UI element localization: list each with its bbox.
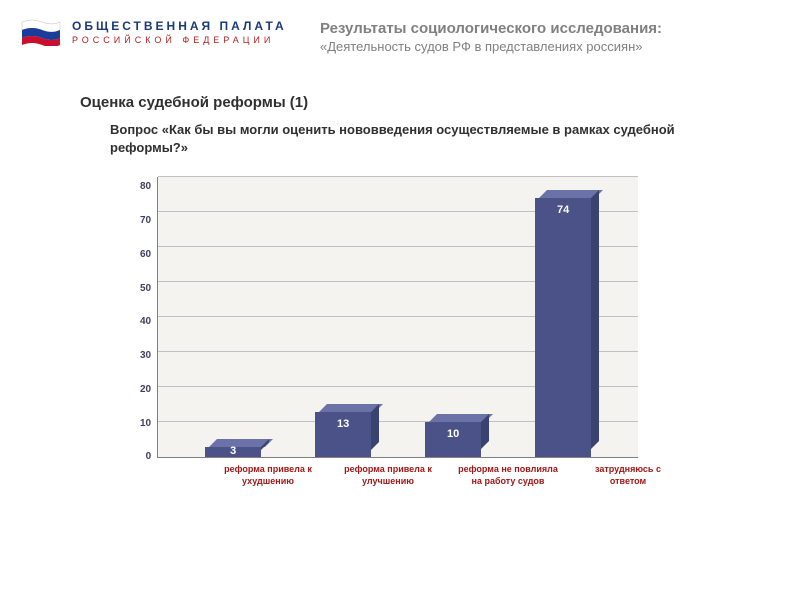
bar: 3 <box>205 447 261 458</box>
bar-value: 13 <box>315 418 371 430</box>
survey-question: Вопрос «Как бы вы могли оценить нововвед… <box>80 121 740 157</box>
x-label: реформа привела к ухудшению <box>218 464 318 487</box>
x-label: затрудняюсь с ответом <box>578 464 678 487</box>
y-tick: 60 <box>140 250 151 260</box>
y-tick: 40 <box>140 317 151 327</box>
page-subtitle: «Деятельность судов РФ в представлениях … <box>320 39 780 54</box>
x-axis: реформа привела к ухудшению реформа приве… <box>188 458 708 487</box>
y-tick: 70 <box>140 216 151 226</box>
y-tick: 50 <box>140 284 151 294</box>
bar-value: 74 <box>535 204 591 216</box>
plot-area: 3 13 10 74 <box>157 177 638 458</box>
bar: 74 <box>535 198 591 457</box>
bar-value: 10 <box>425 428 481 440</box>
section-title: Оценка судебной реформы (1) <box>80 94 740 111</box>
y-tick: 10 <box>140 419 151 429</box>
y-tick: 0 <box>140 452 151 462</box>
bar-column: 13 <box>303 177 383 457</box>
org-text: ОБЩЕСТВЕННАЯ ПАЛАТА РОССИЙСКОЙ ФЕДЕРАЦИИ <box>72 19 287 45</box>
chart: 80 70 60 50 40 30 20 10 0 3 13 10 74 реформа привел… <box>80 177 740 487</box>
x-label: реформа привела к улучшению <box>338 464 438 487</box>
content: Оценка судебной реформы (1) Вопрос «Как … <box>0 54 800 488</box>
bar: 13 <box>315 412 371 458</box>
page-title: Результаты социологического исследования… <box>320 20 780 37</box>
y-axis: 80706050403020100 <box>140 177 157 457</box>
org-subname: РОССИЙСКОЙ ФЕДЕРАЦИИ <box>72 35 287 45</box>
header: ОБЩЕСТВЕННАЯ ПАЛАТА РОССИЙСКОЙ ФЕДЕРАЦИИ… <box>0 0 800 54</box>
x-label: реформа не повлияла на работу судов <box>458 464 558 487</box>
org-name: ОБЩЕСТВЕННАЯ ПАЛАТА <box>72 19 287 33</box>
bar-column: 74 <box>523 177 603 457</box>
flag-icon <box>20 18 62 46</box>
bar-column: 3 <box>193 177 273 457</box>
y-tick: 80 <box>140 182 151 192</box>
logo-block: ОБЩЕСТВЕННАЯ ПАЛАТА РОССИЙСКОЙ ФЕДЕРАЦИИ <box>20 18 290 46</box>
bar-value: 3 <box>205 445 261 457</box>
title-block: Результаты социологического исследования… <box>290 18 780 54</box>
bar-column: 10 <box>413 177 493 457</box>
bar: 10 <box>425 422 481 457</box>
y-tick: 20 <box>140 385 151 395</box>
y-tick: 30 <box>140 351 151 361</box>
